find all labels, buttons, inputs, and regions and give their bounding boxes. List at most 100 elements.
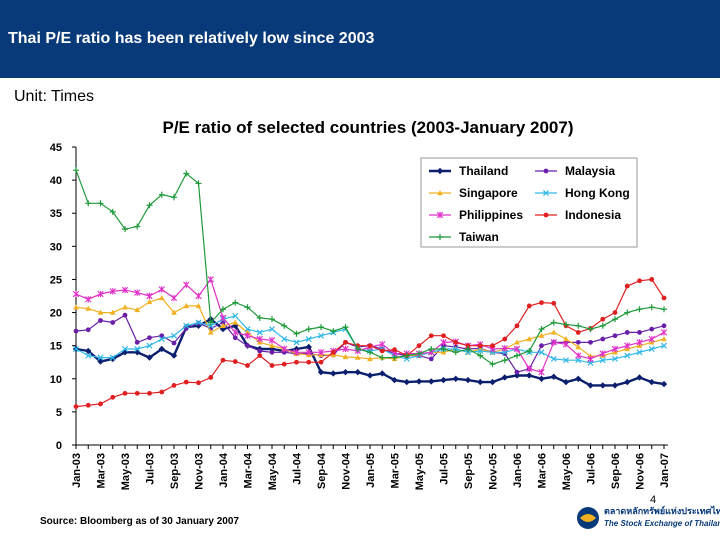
- data-point-philippines: [97, 290, 104, 298]
- data-point-thailand: [562, 378, 570, 386]
- data-point-philippines: [660, 329, 668, 336]
- x-tick-label: Jul-04: [292, 452, 304, 485]
- data-point-taiwan: [122, 226, 128, 233]
- data-point-hong-kong: [268, 326, 276, 333]
- data-point-indonesia: [269, 363, 275, 368]
- data-point-philippines: [170, 294, 178, 302]
- data-point-malaysia: [637, 330, 642, 335]
- data-point-singapore: [563, 336, 569, 342]
- data-point-indonesia: [416, 343, 422, 349]
- set-logo: ตลาดหลักทรัพย์แห่งประเทศไทย The Stock Ex…: [576, 502, 720, 536]
- data-point-thailand: [170, 352, 178, 359]
- y-tick-label: 35: [50, 208, 62, 220]
- page-number: 4: [650, 494, 657, 506]
- data-point-malaysia: [649, 326, 655, 332]
- data-point-singapore: [171, 309, 177, 315]
- axes: 0 5 10 15 20 25 30 35 40 45 Jan-03 Mar-03 May-03 Jul-…: [50, 142, 671, 490]
- data-point-indonesia: [428, 333, 434, 339]
- data-point-philippines: [134, 289, 141, 296]
- data-point-thailand: [391, 376, 398, 384]
- data-point-taiwan: [661, 306, 667, 313]
- data-point-taiwan: [73, 167, 79, 174]
- data-point-taiwan: [465, 345, 471, 352]
- legend-label: Hong Kong: [565, 186, 630, 200]
- x-tick-label: May-03: [120, 453, 132, 490]
- data-point-hong-kong: [109, 354, 116, 361]
- logo-english-text: The Stock Exchange of Thailand: [604, 519, 720, 528]
- data-point-taiwan: [109, 208, 116, 215]
- data-point-indonesia: [220, 357, 226, 363]
- data-point-singapore: [575, 343, 582, 350]
- data-point-singapore: [232, 319, 239, 325]
- series-lines: [72, 167, 668, 409]
- legend-marker: [436, 167, 444, 175]
- data-point-indonesia: [600, 316, 606, 322]
- data-point-philippines: [232, 329, 239, 336]
- legend-entry-singapore: Singapore: [429, 186, 518, 200]
- x-tick-label: Nov-04: [341, 452, 353, 490]
- data-point-singapore: [220, 322, 226, 328]
- data-point-malaysia: [428, 356, 434, 362]
- data-point-hong-kong: [660, 342, 668, 349]
- set-logo-icon: [577, 507, 599, 529]
- legend-marker: [543, 168, 549, 174]
- x-tick-label: May-06: [561, 453, 573, 490]
- legend-box: [420, 157, 638, 248]
- chart-title: P/E ratio of selected countries (2003-Ja…: [162, 118, 573, 137]
- data-point-indonesia: [171, 383, 177, 388]
- data-point-philippines: [256, 335, 263, 343]
- data-point-thailand: [624, 378, 631, 386]
- data-point-philippines: [636, 339, 643, 346]
- data-point-thailand: [342, 368, 349, 376]
- data-point-hong-kong: [256, 329, 263, 336]
- data-point-singapore: [550, 329, 557, 335]
- data-point-singapore: [146, 298, 153, 305]
- data-point-singapore: [342, 353, 349, 360]
- data-point-taiwan: [281, 322, 288, 329]
- data-point-thailand: [85, 347, 92, 355]
- data-point-hong-kong: [293, 339, 300, 346]
- x-tick-label: Sep-05: [463, 453, 475, 489]
- data-point-malaysia: [539, 343, 544, 349]
- data-point-singapore: [244, 329, 251, 335]
- data-point-indonesia: [624, 283, 630, 289]
- data-point-indonesia: [183, 379, 189, 385]
- data-point-malaysia: [85, 327, 91, 333]
- data-point-singapore: [183, 302, 190, 309]
- data-point-thailand: [440, 376, 447, 384]
- data-point-taiwan: [489, 361, 496, 368]
- data-point-indonesia: [122, 390, 128, 396]
- source-note: Source: Bloomberg as of 30 January 2007: [40, 516, 239, 527]
- data-point-philippines: [244, 332, 251, 339]
- data-point-philippines: [158, 286, 165, 293]
- legend-marker: [543, 212, 549, 218]
- data-point-hong-kong: [195, 319, 202, 326]
- data-point-thailand: [489, 378, 496, 386]
- data-point-singapore: [269, 342, 275, 348]
- data-point-philippines: [268, 337, 276, 344]
- data-point-philippines: [611, 345, 619, 353]
- data-point-hong-kong: [624, 352, 631, 359]
- data-point-taiwan: [354, 345, 361, 352]
- data-point-hong-kong: [562, 357, 570, 364]
- data-point-indonesia: [147, 390, 152, 396]
- legend-label: Philippines: [459, 208, 523, 222]
- y-tick-label: 15: [50, 341, 62, 353]
- x-tick-label: May-04: [267, 452, 279, 490]
- data-point-thailand: [636, 374, 643, 381]
- data-point-thailand: [403, 378, 410, 386]
- data-point-taiwan: [452, 349, 459, 356]
- data-point-philippines: [538, 368, 545, 376]
- data-point-hong-kong: [305, 336, 312, 343]
- data-point-hong-kong: [72, 345, 80, 353]
- data-point-indonesia: [490, 343, 495, 349]
- data-point-philippines: [207, 276, 214, 283]
- header-bar: Thai P/E ratio has been relatively low s…: [0, 0, 720, 78]
- y-tick-label: 45: [50, 142, 62, 154]
- legend-entry-malaysia: Malaysia: [535, 164, 615, 178]
- data-point-taiwan: [501, 357, 508, 364]
- data-point-philippines: [317, 349, 325, 356]
- data-point-taiwan: [330, 328, 337, 335]
- x-tick-label: Nov-03: [194, 453, 206, 490]
- data-point-indonesia: [367, 343, 373, 349]
